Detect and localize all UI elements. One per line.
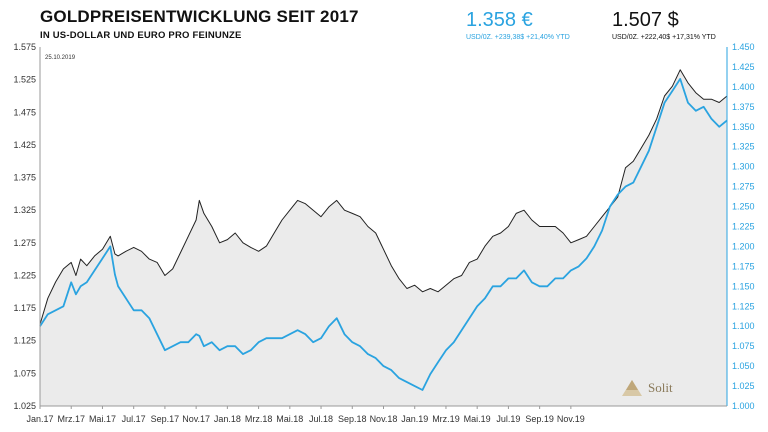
y-left-tick-label: 1.225 xyxy=(13,270,36,280)
y-right-tick-label: 1.150 xyxy=(732,281,755,291)
y-left-tick-label: 1.375 xyxy=(13,173,36,183)
chart-subtitle: IN US-DOLLAR UND EURO PRO FEINUNZE xyxy=(40,30,242,41)
x-tick-label: Mai.19 xyxy=(464,414,491,424)
y-right-tick-label: 1.325 xyxy=(732,142,755,152)
x-tick-label: Nov.17 xyxy=(182,414,210,424)
y-left-tick-label: 1.275 xyxy=(13,238,36,248)
y-right-tick-label: 1.375 xyxy=(732,102,755,112)
x-tick-label: Mrz.18 xyxy=(245,414,273,424)
y-right-tick-label: 1.025 xyxy=(732,381,755,391)
x-tick-label: Mai.18 xyxy=(276,414,303,424)
date-label: 25.10.2019 xyxy=(45,55,76,61)
solit-logo: Solit xyxy=(620,378,673,398)
x-tick-label: Sep.19 xyxy=(525,414,554,424)
y-right-tick-label: 1.200 xyxy=(732,241,755,251)
series-fill-usd xyxy=(40,69,727,407)
y-right-tick-label: 1.425 xyxy=(732,62,755,72)
y-right-tick-label: 1.225 xyxy=(732,222,755,232)
tick-labels: 1.025 1.075 1.125 1.175 1.225 1.275 1.325 1.375… xyxy=(13,42,754,424)
y-left-tick-label: 1.075 xyxy=(13,368,36,378)
axes xyxy=(39,47,728,409)
x-tick-label: Jul.17 xyxy=(122,414,146,424)
x-tick-label: Jan.19 xyxy=(401,414,428,424)
y-left-tick-label: 1.325 xyxy=(13,205,36,215)
y-right-tick-label: 1.300 xyxy=(732,162,755,172)
y-right-tick-label: 1.050 xyxy=(732,361,755,371)
series-line-eur xyxy=(39,78,728,391)
eur-price: 1.358 € xyxy=(466,9,533,31)
x-tick-label: Mrz.17 xyxy=(57,414,85,424)
x-tick-label: Sep.17 xyxy=(151,414,180,424)
x-tick-label: Nov.19 xyxy=(557,414,585,424)
y-right-tick-label: 1.450 xyxy=(732,42,755,52)
eur-price-detail: USD/0Z. +239,38$ +21,40% YTD xyxy=(466,34,570,41)
x-tick-label: Mrz.19 xyxy=(432,414,460,424)
pyramid-logo-icon xyxy=(622,380,642,396)
chart-title: GOLDPREISENTWICKLUNG SEIT 2017 xyxy=(40,7,359,26)
y-left-tick-label: 1.125 xyxy=(13,336,36,346)
y-right-tick-label: 1.000 xyxy=(732,401,755,411)
usd-price: 1.507 $ xyxy=(612,9,679,31)
y-right-tick-label: 1.075 xyxy=(732,341,755,351)
x-tick-label: Jan.17 xyxy=(26,414,53,424)
x-tick-label: Nov.18 xyxy=(370,414,398,424)
y-right-tick-label: 1.125 xyxy=(732,301,755,311)
x-tick-label: Jul.19 xyxy=(496,414,520,424)
y-right-tick-label: 1.250 xyxy=(732,202,755,212)
y-left-tick-label: 1.575 xyxy=(13,42,36,52)
y-left-tick-label: 1.175 xyxy=(13,303,36,313)
y-left-tick-label: 1.025 xyxy=(13,401,36,411)
y-right-tick-label: 1.350 xyxy=(732,122,755,132)
series-lines xyxy=(39,69,728,391)
y-right-tick-label: 1.100 xyxy=(732,321,755,331)
y-left-tick-label: 1.425 xyxy=(13,140,36,150)
y-right-tick-label: 1.400 xyxy=(732,82,755,92)
x-tick-label: Jan.18 xyxy=(214,414,241,424)
logo-text: Solit xyxy=(648,380,673,395)
y-right-tick-label: 1.275 xyxy=(732,182,755,192)
y-left-tick-label: 1.475 xyxy=(13,107,36,117)
usd-area-fill xyxy=(40,69,727,407)
x-tick-label: Mai.17 xyxy=(89,414,116,424)
y-left-tick-label: 1.525 xyxy=(13,75,36,85)
y-right-tick-label: 1.175 xyxy=(732,261,755,271)
x-tick-label: Sep.18 xyxy=(338,414,367,424)
usd-price-detail: USD/0Z. +222,40$ +17,31% YTD xyxy=(612,34,716,41)
x-tick-label: Jul.18 xyxy=(309,414,333,424)
